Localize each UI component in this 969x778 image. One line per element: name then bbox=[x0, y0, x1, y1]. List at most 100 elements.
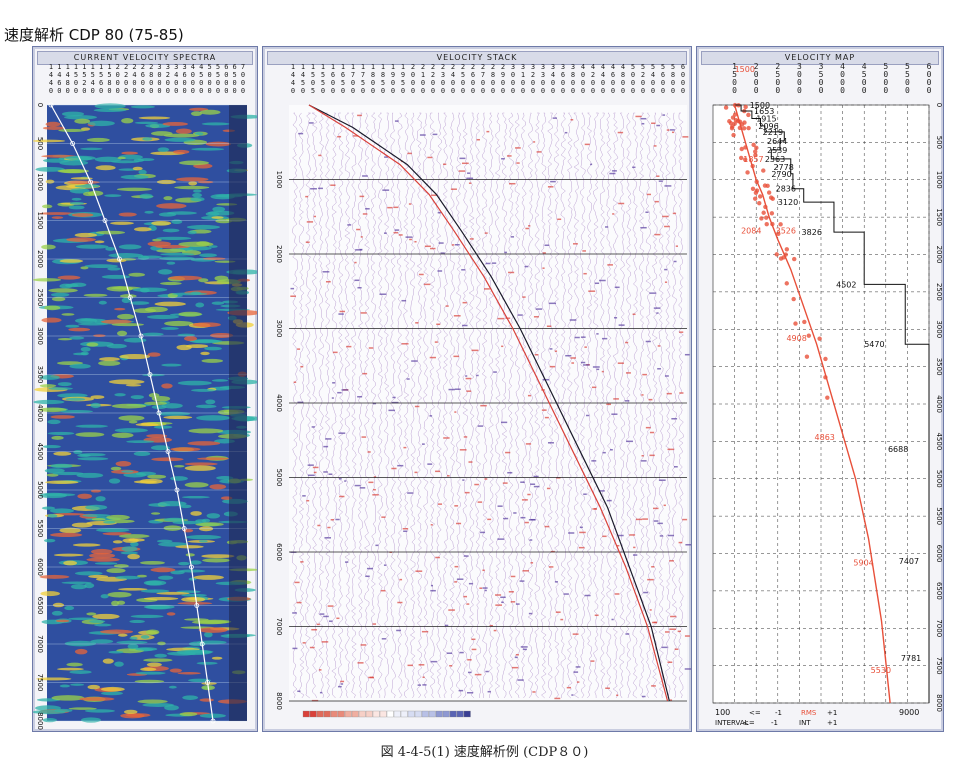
spectra-blob bbox=[115, 461, 132, 467]
spectra-blob bbox=[70, 583, 87, 590]
stack-event bbox=[427, 156, 433, 159]
spectra-blob bbox=[106, 514, 130, 520]
spectra-blob bbox=[41, 204, 53, 209]
spectra-blob bbox=[146, 314, 180, 320]
stack-event bbox=[618, 534, 624, 537]
spectra-blob bbox=[185, 553, 195, 557]
stack-trace bbox=[305, 112, 312, 699]
spectra-blob bbox=[143, 596, 179, 601]
stack-event bbox=[393, 231, 399, 234]
stack-event bbox=[533, 485, 540, 488]
spectra-blob bbox=[50, 463, 73, 469]
stack-trace bbox=[475, 112, 482, 699]
stack-event bbox=[552, 117, 557, 119]
stack-event bbox=[365, 208, 370, 210]
stack-event bbox=[662, 114, 666, 116]
stack-event bbox=[445, 305, 449, 307]
spectra-blob bbox=[111, 432, 134, 438]
spectra-blob bbox=[143, 580, 167, 586]
stack-trace bbox=[423, 112, 429, 699]
velocity-pick bbox=[825, 395, 830, 400]
spectra-blob bbox=[118, 168, 138, 171]
color-scale-cell bbox=[330, 710, 338, 718]
spectra-blob bbox=[99, 357, 120, 362]
spectra-blob bbox=[94, 623, 112, 627]
spectra-blob bbox=[47, 431, 75, 436]
stack-event bbox=[396, 629, 401, 632]
stack-event bbox=[671, 418, 678, 420]
stack-event bbox=[548, 566, 554, 568]
stack-event bbox=[524, 265, 529, 268]
spectra-blob bbox=[162, 228, 180, 233]
stack-event bbox=[664, 281, 668, 283]
stack-event bbox=[678, 541, 683, 544]
color-scale-cell bbox=[379, 710, 387, 718]
stack-event bbox=[547, 186, 554, 188]
stack-event bbox=[549, 302, 556, 305]
stack-event bbox=[484, 589, 487, 592]
velocity-pick bbox=[723, 105, 729, 110]
spectra-blob bbox=[121, 470, 134, 473]
stack-event bbox=[294, 581, 300, 584]
spectra-blob bbox=[57, 393, 88, 398]
stack-trace bbox=[481, 112, 488, 699]
spectra-blob bbox=[49, 508, 74, 514]
spectra-blob bbox=[74, 232, 97, 238]
spectra-blob bbox=[122, 538, 139, 543]
stack-event bbox=[495, 594, 502, 596]
spectra-blob bbox=[70, 177, 93, 180]
stack-event bbox=[497, 538, 505, 540]
interval-velocity-label: 2778 bbox=[773, 163, 793, 172]
spectra-blob bbox=[86, 557, 120, 562]
stack-trace bbox=[331, 112, 338, 699]
spectra-blob bbox=[75, 244, 109, 249]
spectra-blob bbox=[71, 522, 93, 528]
stack-event bbox=[574, 336, 580, 339]
stack-event bbox=[305, 241, 310, 243]
spectra-blob bbox=[84, 582, 95, 589]
legend-rms-item: -1 bbox=[775, 709, 782, 717]
picked-point bbox=[205, 680, 211, 685]
spectra-blob bbox=[123, 337, 147, 343]
spectra-blob bbox=[176, 177, 209, 182]
stack-event bbox=[357, 662, 364, 664]
spectra-blob bbox=[90, 395, 105, 399]
rms-velocity-label: 4908 bbox=[786, 334, 806, 343]
velocity-pick bbox=[768, 195, 774, 200]
stack-event bbox=[429, 415, 433, 417]
y-tick-label: 4500 bbox=[36, 443, 44, 461]
velocity-pick bbox=[745, 170, 750, 175]
stack-event bbox=[601, 370, 604, 373]
stack-trace bbox=[436, 112, 442, 699]
stack-event bbox=[500, 596, 506, 599]
stack-event bbox=[629, 534, 636, 536]
spectra-blob bbox=[69, 201, 85, 205]
stack-trace bbox=[645, 112, 652, 699]
stack-event bbox=[508, 182, 516, 185]
figure-caption: 図 4-4-5(1) 速度解析例 (CDP８０) bbox=[380, 745, 589, 760]
stack-event bbox=[414, 405, 420, 408]
stack-event bbox=[406, 378, 410, 380]
spectra-blob bbox=[168, 275, 202, 281]
stack-event bbox=[325, 438, 332, 440]
spectra-blob bbox=[102, 658, 114, 664]
stack-event bbox=[641, 695, 646, 698]
stack-event bbox=[307, 464, 314, 466]
spectra-blob bbox=[154, 301, 186, 307]
color-scale-cell bbox=[456, 710, 464, 718]
stack-event bbox=[454, 581, 458, 583]
stack-event bbox=[367, 451, 371, 453]
stack-event bbox=[647, 578, 654, 581]
stack-event bbox=[642, 518, 648, 520]
stack-event bbox=[592, 508, 597, 510]
stack-event bbox=[330, 184, 336, 186]
